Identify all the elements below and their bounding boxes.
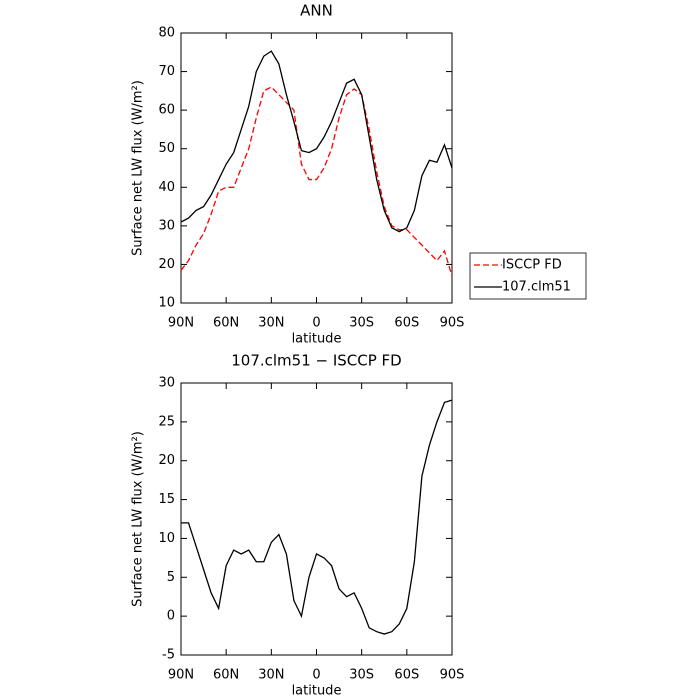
data-line (180, 86, 453, 277)
x-tick-label: 0 (312, 668, 320, 683)
x-tick-label: 90N (168, 316, 194, 331)
x-tick-label: 60S (394, 316, 419, 331)
y-tick-label: 80 (158, 26, 175, 41)
x-tick-label: 60N (213, 668, 239, 683)
x-tick-label: 30N (258, 316, 284, 331)
y-tick-label: 15 (158, 492, 175, 507)
y-tick-label: 20 (158, 257, 175, 272)
plot-frame (180, 382, 453, 656)
y-tick-label: 5 (167, 570, 175, 585)
y-tick-label: 20 (158, 453, 175, 468)
plot-frame (180, 32, 453, 304)
x-tick-label: 30S (349, 316, 374, 331)
x-tick-label: 90N (168, 668, 194, 683)
y-tick-label: 10 (158, 531, 175, 546)
data-line (180, 50, 453, 233)
legend-box (469, 252, 587, 300)
x-axis-label: latitude (292, 684, 342, 699)
x-tick-label: 0 (312, 316, 320, 331)
y-tick-label: 40 (158, 180, 175, 195)
x-tick-label: 60N (213, 316, 239, 331)
chart-title: 107.clm51 − ISCCP FD (231, 352, 402, 370)
y-tick-label: -5 (162, 648, 175, 663)
legend-label: ISCCP FD (502, 258, 562, 273)
y-tick-label: 30 (158, 218, 175, 233)
y-tick-label: 30 (158, 376, 175, 391)
y-axis-label: Surface net LW flux (W/m²) (131, 80, 146, 256)
legend-label: 107.clm51 (502, 280, 571, 295)
x-axis-label: latitude (292, 332, 342, 347)
x-tick-label: 90S (440, 316, 465, 331)
y-tick-label: 0 (167, 609, 175, 624)
x-tick-label: 90S (440, 668, 465, 683)
y-tick-label: 25 (158, 414, 175, 429)
chart-title: ANN (300, 2, 333, 20)
y-tick-label: 10 (158, 296, 175, 311)
y-tick-label: 70 (158, 64, 175, 79)
x-tick-label: 30S (349, 668, 374, 683)
x-tick-label: 60S (394, 668, 419, 683)
y-tick-label: 60 (158, 103, 175, 118)
data-line (181, 399, 453, 635)
x-tick-label: 30N (258, 668, 284, 683)
y-axis-label: Surface net LW flux (W/m²) (131, 431, 146, 607)
y-tick-label: 50 (158, 141, 175, 156)
